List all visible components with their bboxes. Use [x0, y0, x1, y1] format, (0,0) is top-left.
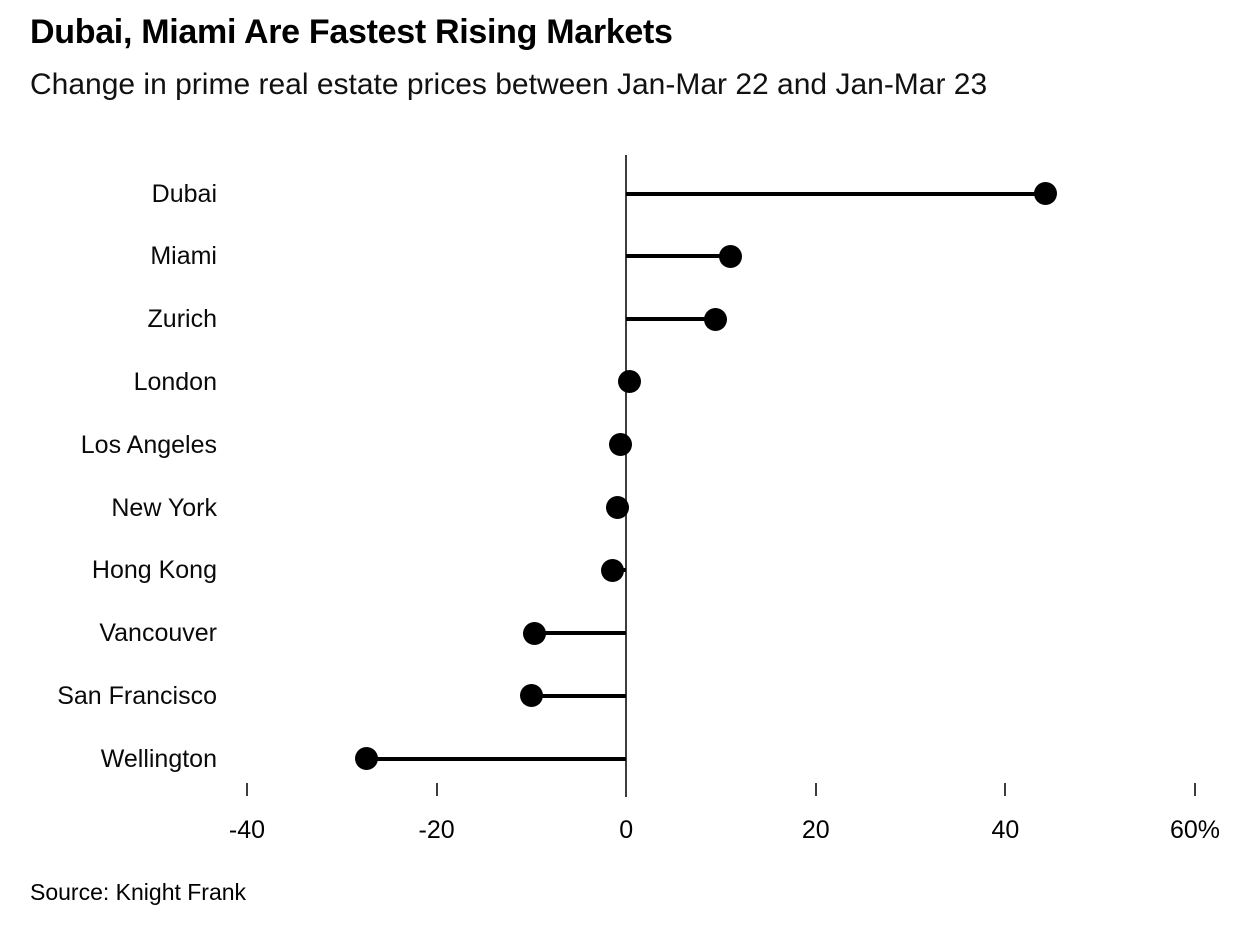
value-stem: [531, 693, 627, 698]
value-dot: [354, 747, 378, 771]
chart-title: Dubai, Miami Are Fastest Rising Markets: [30, 13, 673, 51]
category-label: Wellington: [100, 744, 217, 773]
chart-subtitle: Change in prime real estate prices betwe…: [30, 68, 988, 101]
x-axis-tick-label: -40: [228, 816, 266, 844]
value-dot: [703, 307, 727, 331]
category-label: Zurich: [147, 305, 217, 334]
category-label: Hong Kong: [91, 556, 217, 585]
category-label: Vancouver: [99, 619, 217, 648]
source-note: Source: Knight Frank: [30, 879, 247, 905]
x-axis-tick-label: 20: [801, 816, 830, 844]
x-axis-tick: [625, 783, 628, 796]
value-dot: [601, 558, 625, 582]
x-axis-tick: [246, 783, 248, 796]
value-dot: [718, 244, 742, 268]
value-dot: [519, 684, 543, 708]
x-axis-tick-label: 0: [619, 816, 634, 844]
value-stem: [626, 191, 1046, 196]
x-axis-tick: [1194, 783, 1196, 796]
x-axis-tick-label: 40: [991, 816, 1020, 844]
category-label: New York: [111, 493, 217, 522]
category-label: Miami: [150, 242, 217, 271]
value-stem: [626, 254, 731, 259]
x-axis-tick: [1004, 783, 1007, 796]
x-axis-tick-label: 60%: [1169, 816, 1221, 844]
value-stem: [534, 631, 627, 636]
x-axis-tick: [435, 783, 438, 796]
value-dot: [618, 370, 642, 394]
value-dot: [1033, 182, 1057, 205]
value-stem: [366, 756, 627, 761]
value-dot: [606, 496, 630, 519]
category-label: London: [133, 367, 217, 396]
value-stem: [626, 317, 716, 322]
category-label: Dubai: [151, 179, 217, 208]
x-axis-tick: [814, 783, 817, 796]
category-label: Los Angeles: [80, 430, 217, 459]
value-dot: [609, 433, 632, 457]
value-dot: [522, 621, 546, 645]
zero-axis-line: [625, 155, 628, 797]
x-axis-tick-label: -20: [418, 816, 455, 844]
category-label: San Francisco: [57, 681, 217, 710]
